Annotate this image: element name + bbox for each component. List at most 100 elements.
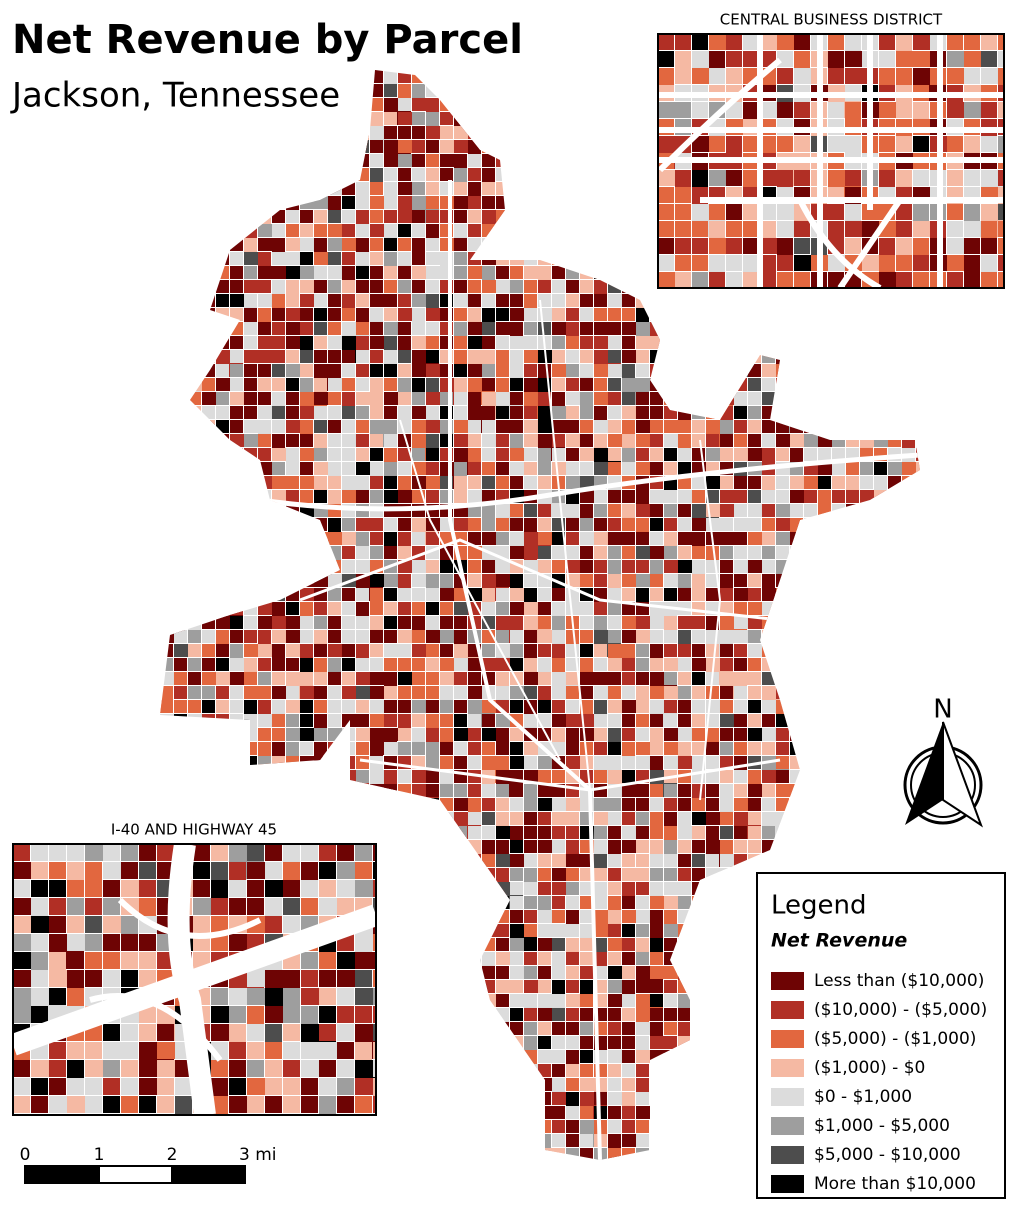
parcel bbox=[650, 364, 663, 377]
parcel bbox=[247, 1096, 264, 1113]
parcel bbox=[902, 532, 915, 545]
parcel bbox=[412, 1106, 439, 1119]
parcel bbox=[356, 700, 369, 713]
parcel bbox=[860, 756, 873, 769]
parcel bbox=[846, 672, 859, 685]
parcel bbox=[538, 504, 551, 517]
parcel bbox=[888, 336, 901, 349]
parcel bbox=[888, 350, 901, 363]
parcel bbox=[319, 1060, 336, 1077]
parcel bbox=[398, 1008, 411, 1021]
parcel bbox=[355, 1114, 372, 1115]
parcel bbox=[412, 126, 425, 139]
parcel bbox=[356, 658, 369, 671]
parcel bbox=[440, 1008, 453, 1021]
parcel bbox=[398, 770, 411, 783]
parcel bbox=[524, 462, 537, 475]
parcel bbox=[896, 204, 912, 220]
parcel bbox=[384, 546, 397, 559]
parcel bbox=[300, 154, 313, 167]
parcel bbox=[636, 854, 649, 867]
parcel bbox=[286, 168, 313, 181]
parcel bbox=[244, 770, 257, 797]
parcel bbox=[412, 70, 425, 83]
parcel bbox=[804, 392, 817, 405]
parcel bbox=[636, 840, 649, 853]
parcel bbox=[482, 238, 509, 251]
parcel bbox=[356, 1134, 369, 1147]
parcel bbox=[981, 34, 997, 50]
parcel bbox=[370, 84, 383, 97]
parcel bbox=[776, 742, 789, 755]
parcel bbox=[188, 770, 215, 783]
parcel bbox=[734, 854, 747, 881]
parcel bbox=[726, 255, 742, 271]
parcel bbox=[902, 504, 915, 517]
parcel bbox=[244, 476, 257, 489]
parcel bbox=[692, 34, 708, 50]
parcel bbox=[552, 154, 565, 167]
parcel bbox=[258, 196, 271, 209]
parcel bbox=[846, 756, 859, 769]
parcel bbox=[384, 168, 397, 181]
parcel bbox=[121, 1096, 138, 1113]
parcel bbox=[286, 224, 299, 237]
parcel bbox=[748, 854, 761, 867]
cbd-roads bbox=[658, 34, 1004, 288]
parcel bbox=[692, 966, 705, 993]
parcel bbox=[398, 938, 411, 951]
parcel bbox=[258, 434, 271, 447]
parcel bbox=[216, 364, 229, 377]
parcel bbox=[283, 1042, 300, 1059]
parcel bbox=[916, 294, 920, 307]
parcel bbox=[726, 238, 742, 254]
parcel bbox=[356, 98, 369, 111]
parcel bbox=[776, 798, 789, 811]
parcel bbox=[846, 770, 873, 783]
parcel bbox=[608, 798, 621, 811]
parcel bbox=[314, 168, 327, 181]
parcel bbox=[482, 322, 495, 335]
parcel bbox=[160, 280, 187, 293]
parcel bbox=[202, 112, 229, 139]
parcel bbox=[650, 714, 663, 727]
parcel bbox=[230, 504, 257, 517]
parcel bbox=[482, 490, 495, 503]
parcel bbox=[496, 798, 509, 811]
parcel bbox=[328, 616, 341, 629]
parcel bbox=[454, 70, 481, 83]
parcel bbox=[818, 546, 831, 559]
parcel bbox=[412, 966, 439, 979]
parcel bbox=[552, 826, 565, 839]
parcel bbox=[356, 112, 369, 139]
parcel bbox=[860, 840, 873, 867]
parcel bbox=[860, 476, 873, 489]
parcel bbox=[832, 364, 845, 377]
parcel bbox=[412, 840, 425, 853]
parcel bbox=[818, 854, 831, 867]
parcel bbox=[580, 294, 593, 307]
parcel bbox=[622, 1106, 635, 1119]
parcel bbox=[580, 882, 593, 895]
parcel bbox=[608, 154, 621, 167]
parcel bbox=[608, 238, 621, 251]
parcel bbox=[538, 112, 551, 139]
parcel bbox=[622, 336, 635, 349]
parcel bbox=[846, 308, 859, 335]
parcel bbox=[720, 1078, 733, 1091]
parcel bbox=[678, 1120, 705, 1133]
parcel bbox=[636, 406, 649, 419]
parcel bbox=[552, 700, 565, 713]
parcel bbox=[454, 126, 481, 139]
parcel bbox=[622, 462, 635, 475]
parcel bbox=[286, 182, 313, 195]
parcel bbox=[258, 728, 271, 741]
parcel bbox=[888, 630, 915, 643]
parcel bbox=[202, 798, 229, 811]
parcel bbox=[398, 854, 411, 881]
parcel bbox=[804, 812, 817, 825]
parcel bbox=[283, 898, 300, 915]
parcel bbox=[342, 140, 369, 153]
parcel bbox=[888, 546, 901, 559]
parcel bbox=[258, 448, 271, 461]
